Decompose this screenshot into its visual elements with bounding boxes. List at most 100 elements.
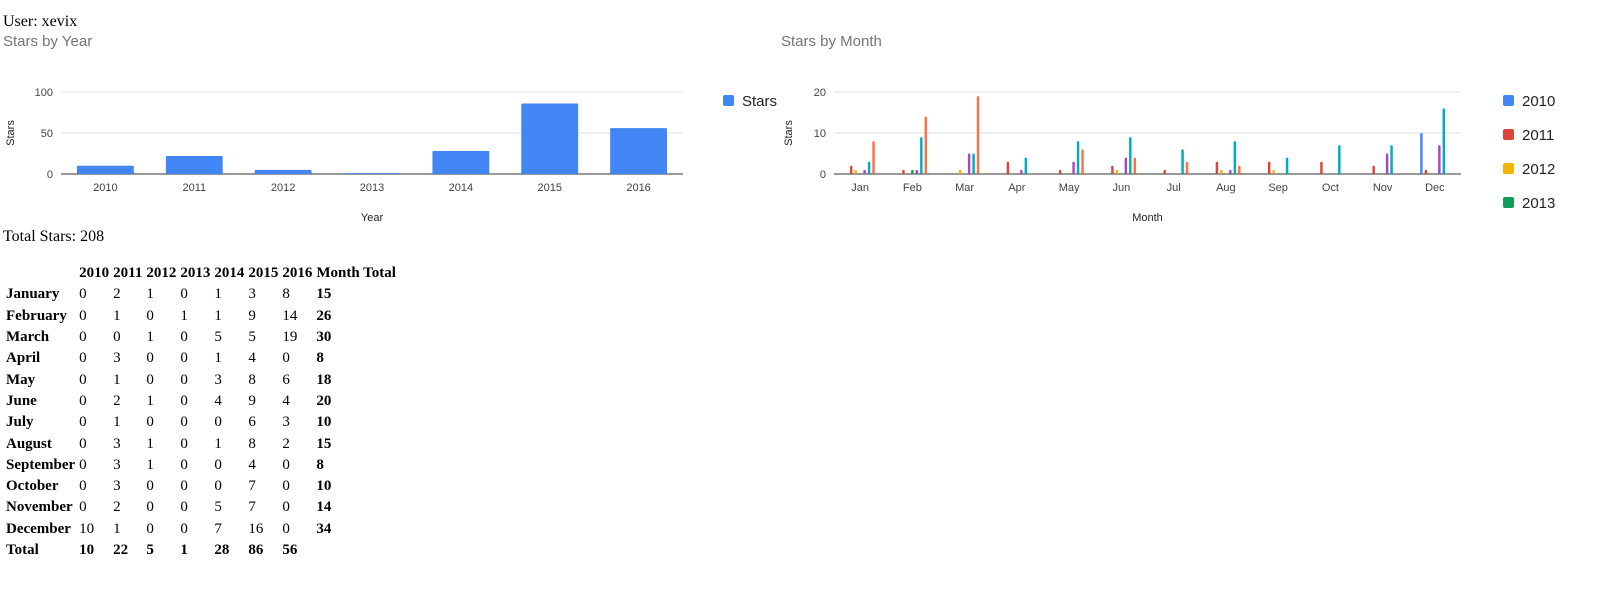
year-total-cell: 56	[282, 542, 298, 558]
table-cell: 5	[248, 329, 256, 346]
table-cell: 2	[113, 286, 121, 303]
bar-oct-series-5	[1338, 145, 1341, 174]
month-total-cell: 20	[316, 392, 332, 409]
table-cell: 6	[282, 371, 290, 388]
x-tick-label: 2014	[449, 182, 473, 194]
table-header-2010: 2010	[79, 265, 110, 282]
table-cell: 0	[180, 456, 188, 473]
table-header-month-total: Month Total	[316, 265, 396, 282]
bar-jul-series-5	[1181, 149, 1184, 174]
bar-2010	[76, 165, 134, 174]
bar-dec-series-0	[1420, 133, 1423, 174]
table-cell: 3	[113, 435, 121, 452]
table-cell: 0	[180, 499, 188, 516]
table-cell: 0	[79, 371, 87, 388]
bar-jan-series-1	[849, 165, 853, 174]
year-total-cell: 1	[180, 542, 188, 558]
row-label: October	[6, 478, 59, 495]
legend-swatch-2010	[1503, 95, 1514, 106]
bar-2014	[432, 151, 490, 174]
bar-dec-series-5	[1442, 108, 1446, 174]
bar-aug-series-2	[1220, 169, 1223, 174]
bar-aug-series-1	[1215, 161, 1219, 174]
table-row: November 0 2 0 0 5 7 0 14	[5, 497, 397, 518]
bar-jun-series-4	[1124, 157, 1128, 174]
table-cell: 0	[180, 286, 188, 303]
table-cell: 4	[214, 392, 222, 409]
row-label: March	[6, 329, 50, 346]
bar-sep-series-1	[1267, 161, 1271, 174]
bar-dec-series-1	[1424, 169, 1428, 174]
table-cell: 1	[113, 307, 121, 324]
bar-aug-series-6	[1238, 165, 1241, 174]
table-row: January 0 2 1 0 1 3 8 15	[5, 284, 397, 305]
month-total-cell: 8	[316, 456, 324, 473]
legend-label-stars: Stars	[742, 93, 777, 110]
year-total-cell: 86	[248, 542, 264, 558]
table-cell: 0	[282, 520, 290, 537]
table-cell: 0	[79, 435, 87, 452]
table-header-2016: 2016	[282, 265, 313, 282]
stars-table: 2010 2011 2012 2013 2014 2015 2016 Month Total …	[3, 263, 399, 561]
stars-by-year-chart: 0 50 100 2010 2011 2012 2013 2014 2015 2016 Year St…	[5, 87, 777, 224]
bar-apr-series-4	[1020, 169, 1023, 174]
table-cell: 1	[180, 307, 188, 324]
table-row: October 0 3 0 0 0 7 0 10	[5, 476, 397, 497]
y-tick-label: 10	[814, 128, 826, 140]
x-tick-label: 2012	[271, 182, 295, 194]
table-cell: 10	[79, 520, 95, 537]
table-cell: 1	[146, 456, 154, 473]
x-tick-label: Jan	[851, 182, 869, 194]
table-row: March 0 0 1 0 5 5 19 30	[5, 327, 397, 348]
legend-swatch-2011	[1503, 129, 1514, 140]
table-cell: 14	[282, 307, 298, 324]
table-cell: 0	[79, 307, 87, 324]
table-cell: 8	[248, 371, 256, 388]
table-cell: 0	[79, 456, 87, 473]
x-tick-label: Oct	[1322, 182, 1339, 194]
user-label: User: xevix	[3, 13, 78, 30]
year-total-cell: 28	[214, 542, 230, 558]
table-cell: 0	[282, 350, 290, 367]
table-header-2014: 2014	[214, 265, 245, 282]
month-total-cell: 18	[316, 371, 332, 388]
month-total-cell: 10	[316, 414, 332, 431]
table-row: April 0 3 0 0 1 4 0 8	[5, 348, 397, 369]
table-cell: 0	[146, 350, 154, 367]
bar-jul-series-6	[1185, 161, 1189, 174]
x-tick-label: Jul	[1167, 182, 1181, 194]
table-cell: 0	[180, 329, 188, 346]
x-tick-label: 2011	[182, 182, 206, 194]
table-row: May 0 1 0 0 3 8 6 18	[5, 369, 397, 390]
table-cell: 0	[146, 520, 154, 537]
row-label: May	[6, 371, 36, 388]
bar-feb-series-1	[902, 169, 905, 174]
bar-jan-series-4	[863, 169, 866, 174]
bar-2011	[165, 155, 223, 174]
legend-swatch-stars	[723, 95, 734, 106]
table-cell: 0	[180, 371, 188, 388]
x-tick-label: Feb	[903, 182, 922, 194]
table-cell: 0	[79, 350, 87, 367]
bar-feb-series-6	[924, 116, 928, 174]
bar-sep-series-2	[1272, 169, 1275, 174]
table-cell: 9	[248, 307, 256, 324]
table-cell: 0	[79, 414, 87, 431]
table-cell: 0	[180, 520, 188, 537]
y-tick-label: 50	[41, 128, 53, 140]
table-cell: 3	[113, 456, 121, 473]
table-header-2011: 2011	[113, 265, 143, 282]
table-cell: 0	[180, 478, 188, 495]
table-cell: 1	[146, 435, 154, 452]
table-cell: 3	[113, 478, 121, 495]
table-cell: 1	[113, 520, 121, 537]
bar-mar-series-4	[967, 153, 971, 174]
table-cell: 1	[146, 329, 154, 346]
month-total-cell: 30	[316, 329, 332, 346]
table-cell: 0	[146, 478, 154, 495]
table-cell: 7	[214, 520, 222, 537]
table-header-2015: 2015	[248, 265, 279, 282]
bar-apr-series-1	[1006, 161, 1010, 174]
table-cell: 2	[113, 499, 121, 516]
table-cell: 7	[248, 499, 256, 516]
